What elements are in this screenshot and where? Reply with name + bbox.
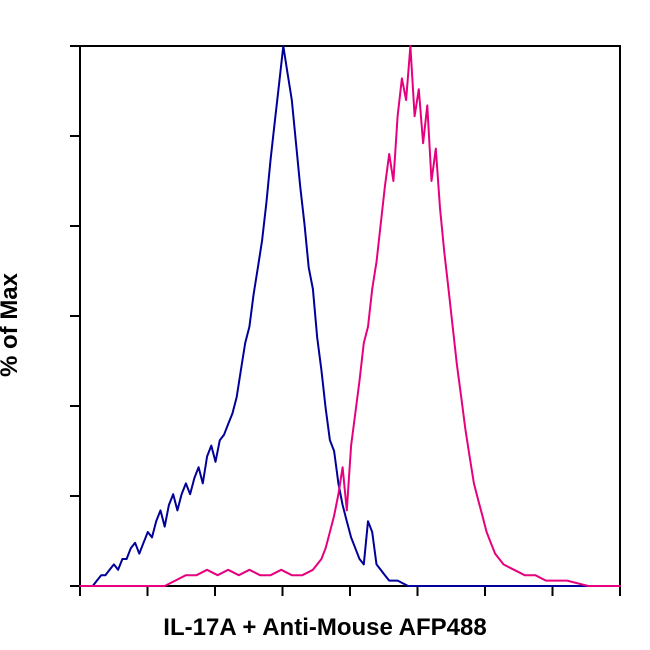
plot-svg (0, 0, 650, 650)
histogram-chart: % of Max IL-17A + Anti-Mouse AFP488 (0, 0, 650, 650)
y-axis-label: % of Max (0, 273, 24, 377)
x-axis-label: IL-17A + Anti-Mouse AFP488 (0, 614, 650, 642)
